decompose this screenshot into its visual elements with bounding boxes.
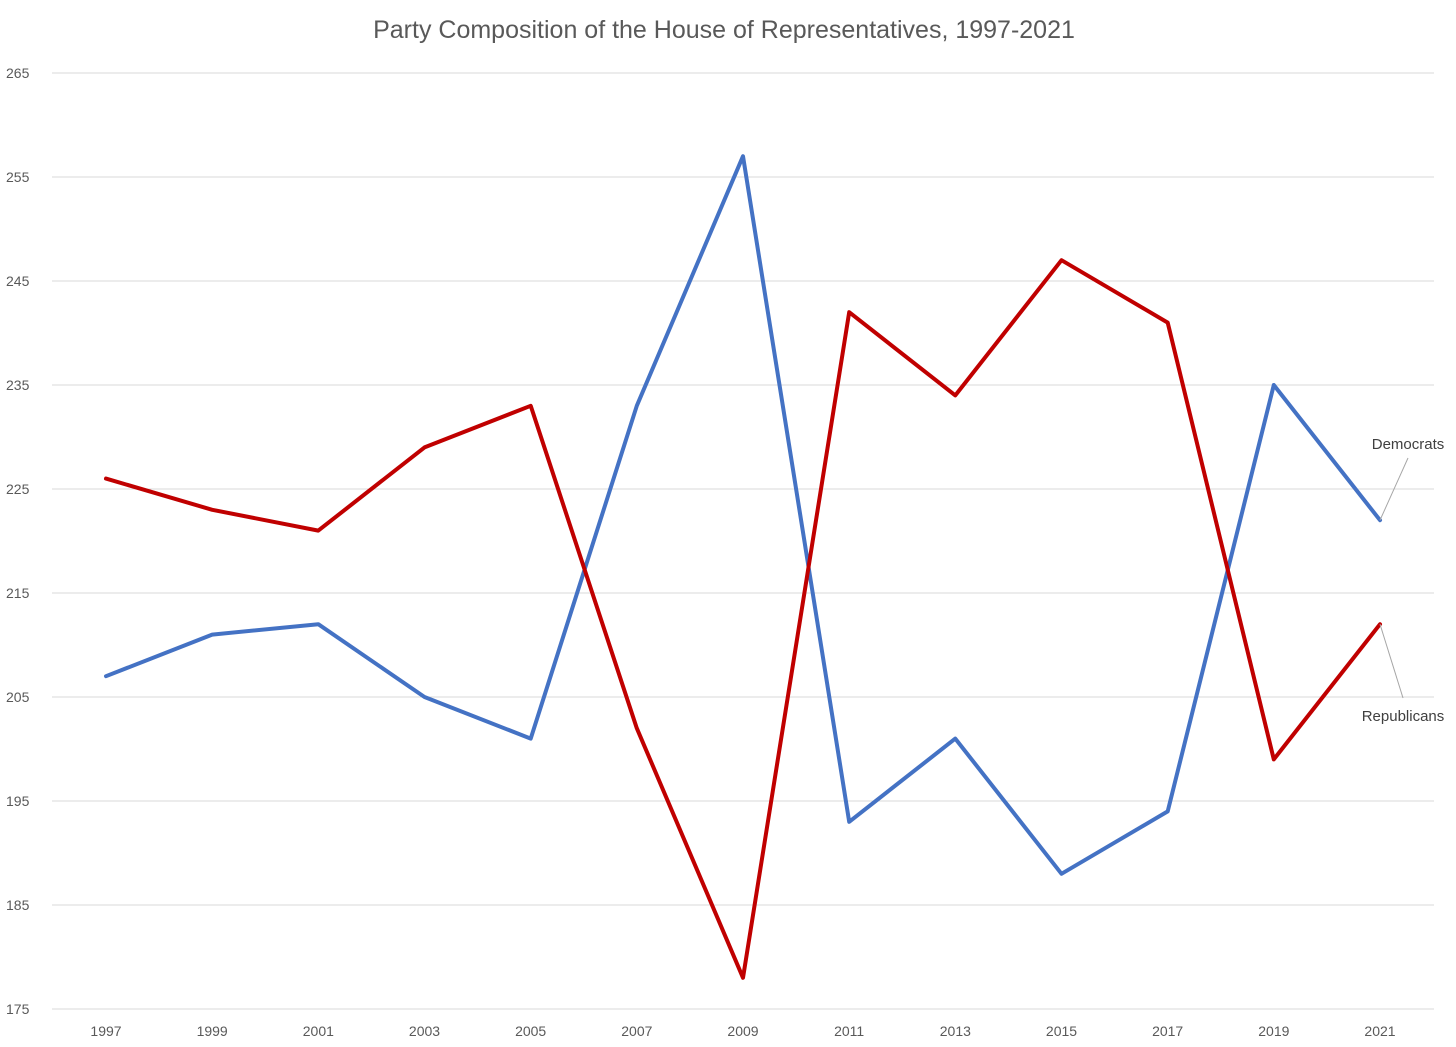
y-tick-label: 175 <box>6 1001 30 1017</box>
y-tick-label: 215 <box>6 585 30 601</box>
x-tick-label: 2013 <box>940 1023 971 1039</box>
series-label-democrats: Democrats <box>1372 436 1445 453</box>
x-tick-label: 2017 <box>1152 1023 1183 1039</box>
x-tick-label: 2011 <box>834 1023 864 1039</box>
x-tick-label: 2019 <box>1258 1023 1289 1039</box>
leader-line-democrats <box>1379 457 1409 521</box>
y-tick-label: 185 <box>6 897 30 913</box>
y-axis-tick-labels: 175 185 195 205 215 225 235 245 255 265 <box>6 65 30 1017</box>
x-tick-label: 2005 <box>515 1023 546 1039</box>
series-lines <box>104 154 1382 980</box>
y-tick-label: 205 <box>6 689 30 705</box>
x-tick-label: 2007 <box>621 1023 652 1039</box>
x-tick-label: 2021 <box>1364 1023 1395 1039</box>
y-tick-label: 255 <box>6 169 30 185</box>
chart-title: Party Composition of the House of Repres… <box>373 16 1075 44</box>
y-tick-label: 225 <box>6 481 30 497</box>
leader-line-republicans <box>1379 624 1404 699</box>
gridlines <box>52 72 1434 1010</box>
y-tick-label: 195 <box>6 793 30 809</box>
y-tick-label: 265 <box>6 65 30 81</box>
x-tick-label: 2003 <box>409 1023 440 1039</box>
series-line-republicans <box>104 258 1382 980</box>
x-axis-tick-labels: 1997 1999 2001 2003 2005 2007 2009 2011 2013 2015… <box>90 1023 1395 1039</box>
x-tick-label: 1997 <box>90 1023 121 1039</box>
x-tick-label: 2001 <box>303 1023 334 1039</box>
x-tick-label: 1999 <box>197 1023 228 1039</box>
series-label-republicans: Republicans <box>1362 708 1445 725</box>
x-tick-label: 2009 <box>727 1023 758 1039</box>
x-tick-label: 2015 <box>1046 1023 1077 1039</box>
series-line-democrats <box>104 154 1382 876</box>
y-tick-label: 245 <box>6 273 30 289</box>
y-tick-label: 235 <box>6 377 30 393</box>
series-direct-labels: Democrats Republicans <box>1362 436 1445 725</box>
